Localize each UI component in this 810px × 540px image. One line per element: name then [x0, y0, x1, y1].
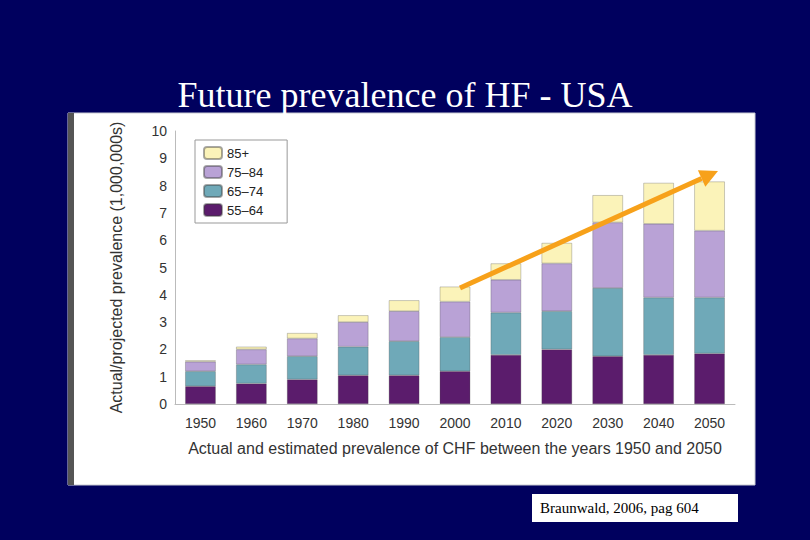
svg-text:Actual/projected prevalence (1: Actual/projected prevalence (1,000,000s) [108, 122, 125, 414]
svg-text:65–74: 65–74 [227, 184, 263, 199]
svg-text:9: 9 [159, 150, 167, 166]
svg-text:75–84: 75–84 [227, 165, 263, 180]
svg-text:7: 7 [159, 205, 167, 221]
svg-text:2000: 2000 [439, 415, 470, 431]
svg-text:10: 10 [151, 123, 167, 139]
svg-text:4: 4 [159, 287, 167, 303]
svg-text:2010: 2010 [490, 415, 521, 431]
svg-text:2: 2 [159, 341, 167, 357]
svg-text:1960: 1960 [236, 415, 267, 431]
svg-text:1970: 1970 [287, 415, 318, 431]
svg-text:0: 0 [159, 396, 167, 412]
svg-text:6: 6 [159, 232, 167, 248]
svg-text:1990: 1990 [389, 415, 420, 431]
svg-text:2030: 2030 [592, 415, 623, 431]
svg-text:8: 8 [159, 178, 167, 194]
svg-text:2050: 2050 [694, 415, 725, 431]
svg-text:85+: 85+ [227, 146, 249, 161]
svg-text:1950: 1950 [185, 415, 216, 431]
svg-text:1980: 1980 [338, 415, 369, 431]
svg-text:5: 5 [159, 260, 167, 276]
svg-text:2020: 2020 [541, 415, 572, 431]
svg-text:1: 1 [159, 369, 167, 385]
svg-text:2040: 2040 [643, 415, 674, 431]
svg-text:Actual and estimated prevalenc: Actual and estimated prevalence of CHF b… [188, 440, 722, 457]
svg-text:55–64: 55–64 [227, 203, 263, 218]
svg-text:Future prevalence of HF - USA: Future prevalence of HF - USA [178, 75, 633, 115]
svg-text:3: 3 [159, 314, 167, 330]
svg-text:Braunwald, 2006, pag 604: Braunwald, 2006, pag 604 [540, 500, 699, 516]
